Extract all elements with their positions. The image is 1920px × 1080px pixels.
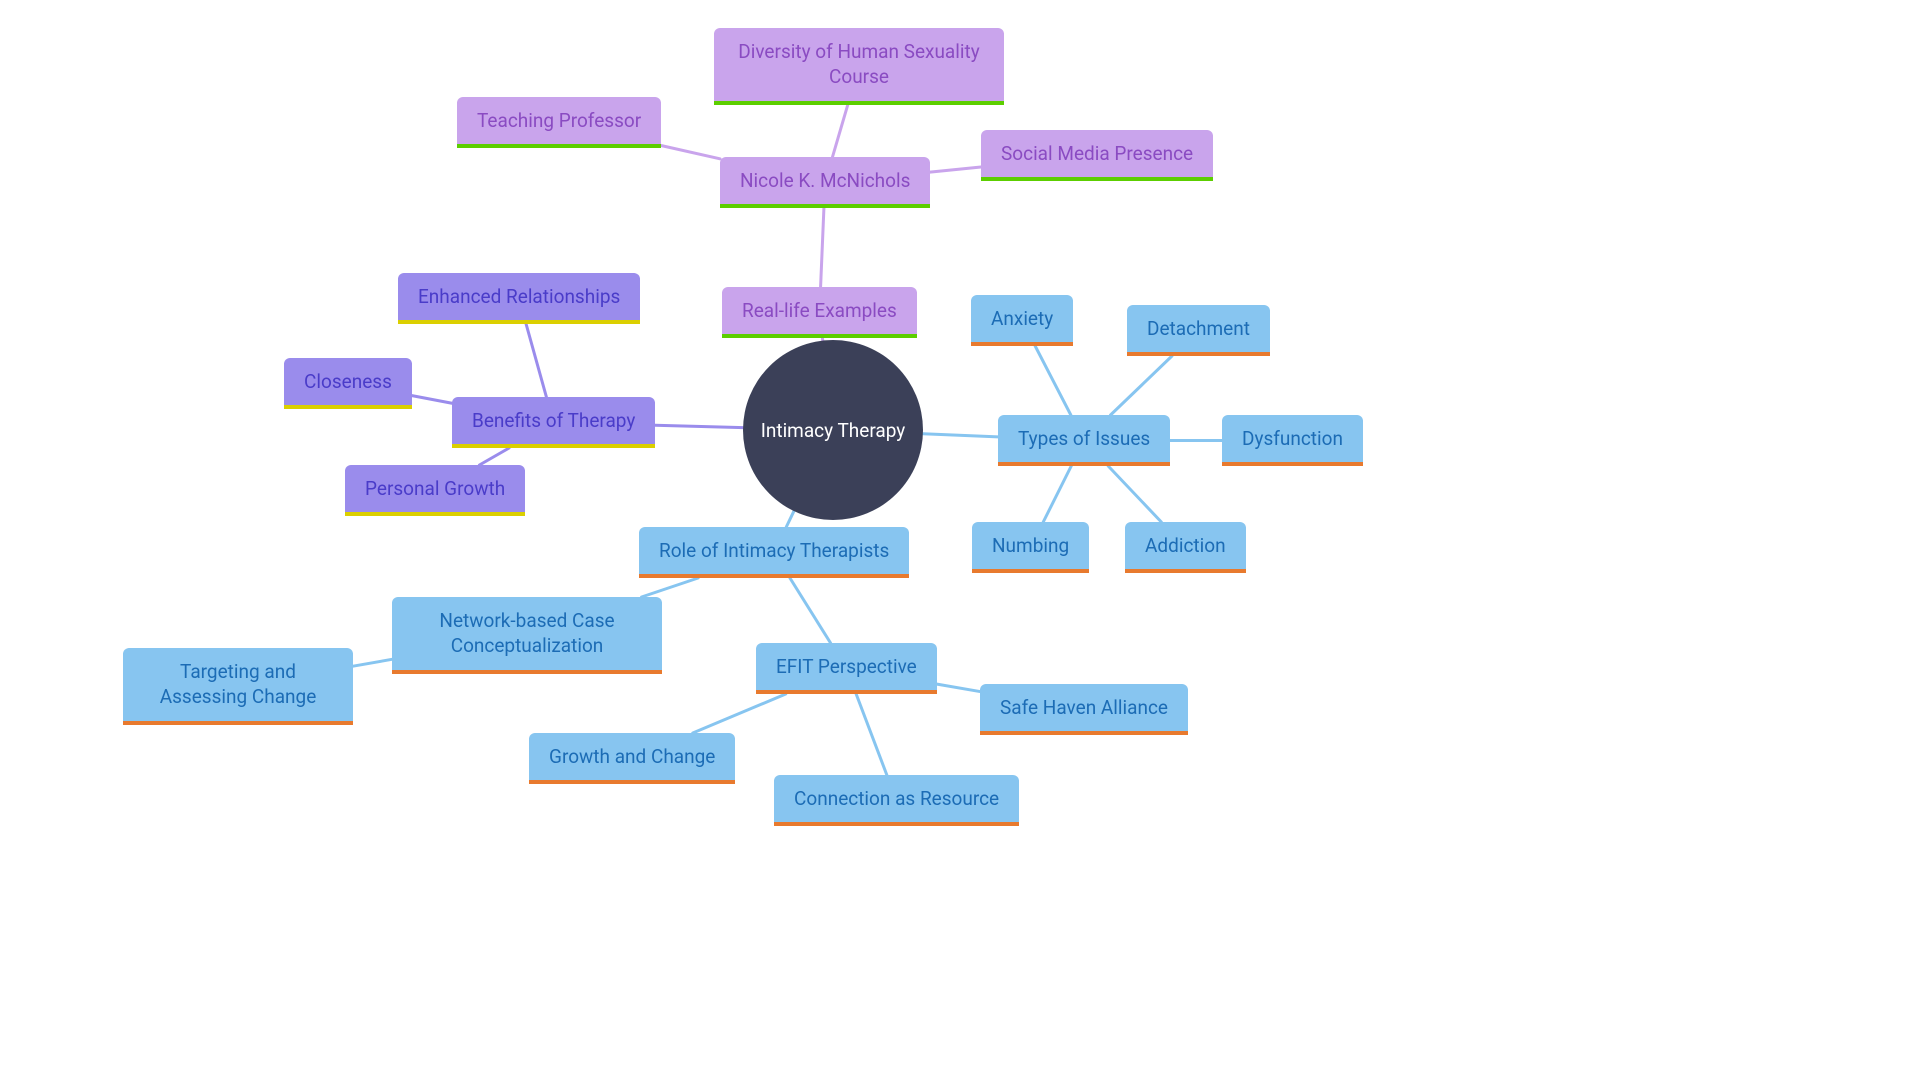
edge-nicole-social — [930, 167, 981, 172]
node-addict: Addiction — [1125, 522, 1246, 573]
edge-center-benefits — [655, 425, 743, 427]
node-types: Types of Issues — [998, 415, 1170, 466]
edge-types-addict — [1108, 466, 1161, 522]
center-node: Intimacy Therapy — [743, 340, 923, 520]
edge-benefits-pgrowth — [479, 448, 509, 465]
edge-efit-haven — [937, 684, 980, 691]
node-social: Social Media Presence — [981, 130, 1213, 181]
edge-layer — [0, 0, 1920, 1080]
node-detach: Detachment — [1127, 305, 1270, 356]
edge-role-netcase — [642, 578, 699, 597]
center-label: Intimacy Therapy — [761, 419, 906, 442]
edge-real-nicole — [821, 208, 824, 287]
node-dysfunc: Dysfunction — [1222, 415, 1363, 466]
node-anxiety: Anxiety — [971, 295, 1073, 346]
node-real: Real-life Examples — [722, 287, 917, 338]
edge-types-detach — [1111, 356, 1172, 415]
node-target: Targeting and Assessing Change — [123, 648, 353, 725]
edge-efit-conn — [856, 694, 887, 775]
node-benefits: Benefits of Therapy — [452, 397, 655, 448]
edge-netcase-target — [353, 659, 392, 666]
node-nicole: Nicole K. McNichols — [720, 157, 930, 208]
node-growth: Growth and Change — [529, 733, 735, 784]
node-diversity: Diversity of Human Sexuality Course — [714, 28, 1004, 105]
edge-benefits-enh — [526, 324, 546, 397]
edge-efit-growth — [693, 694, 786, 733]
edge-role-efit — [790, 578, 831, 643]
edge-nicole-teach — [661, 146, 720, 159]
edge-types-anxiety — [1035, 346, 1071, 415]
node-role: Role of Intimacy Therapists — [639, 527, 909, 578]
node-pgrowth: Personal Growth — [345, 465, 525, 516]
edge-types-numb — [1043, 466, 1071, 522]
edge-benefits-close — [412, 396, 452, 404]
node-teach: Teaching Professor — [457, 97, 661, 148]
node-numb: Numbing — [972, 522, 1089, 573]
node-netcase: Network-based Case Conceptualization — [392, 597, 662, 674]
edge-center-types — [923, 434, 998, 437]
edge-nicole-diversity — [832, 105, 847, 157]
node-efit: EFIT Perspective — [756, 643, 937, 694]
node-close: Closeness — [284, 358, 412, 409]
edge-center-role — [786, 511, 794, 527]
node-conn: Connection as Resource — [774, 775, 1019, 826]
node-haven: Safe Haven Alliance — [980, 684, 1188, 735]
node-enh: Enhanced Relationships — [398, 273, 640, 324]
